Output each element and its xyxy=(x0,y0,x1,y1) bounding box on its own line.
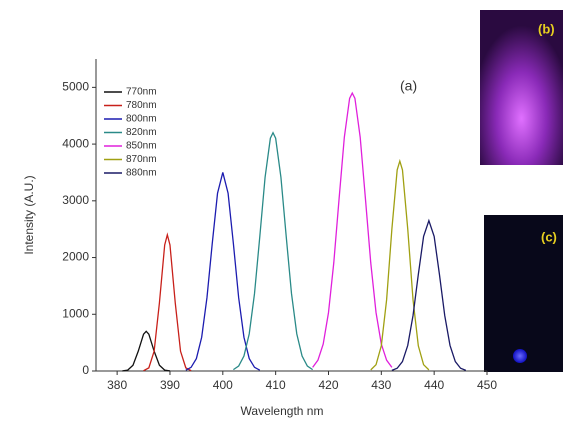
x-tick-label: 430 xyxy=(371,378,391,392)
legend-label: 850nm xyxy=(126,141,157,152)
x-tick-label: 390 xyxy=(160,378,180,392)
photo-c xyxy=(484,215,563,372)
legend-label: 870nm xyxy=(126,154,157,165)
panel-label: (a) xyxy=(400,78,417,94)
y-axis-label: Intensity (A.U.) xyxy=(22,175,36,254)
series-line xyxy=(122,330,171,372)
x-tick-label: 380 xyxy=(107,378,127,392)
panel-label: (c) xyxy=(541,229,557,244)
series-line xyxy=(370,158,430,371)
legend-label: 820nm xyxy=(126,127,157,138)
x-tick-label: 440 xyxy=(424,378,444,392)
y-tick-label: 5000 xyxy=(62,80,89,94)
series-line xyxy=(143,232,192,372)
y-tick-label: 1000 xyxy=(62,306,89,320)
y-tick-label: 2000 xyxy=(62,250,89,264)
x-tick-label: 420 xyxy=(318,378,338,392)
series-line xyxy=(391,218,467,371)
series-line xyxy=(233,131,314,371)
x-tick-label: 450 xyxy=(477,378,497,392)
blue-spot xyxy=(513,349,527,363)
series-line xyxy=(185,172,261,371)
y-tick-label: 4000 xyxy=(62,136,89,150)
legend-label: 780nm xyxy=(126,100,157,111)
legend-label: 800nm xyxy=(126,114,157,125)
series-line xyxy=(312,91,393,368)
x-tick-label: 400 xyxy=(213,378,233,392)
y-tick-label: 3000 xyxy=(62,193,89,207)
legend-label: 770nm xyxy=(126,87,157,98)
panel-label: (b) xyxy=(538,21,555,36)
photo-b xyxy=(480,10,563,165)
y-tick-label: 0 xyxy=(82,363,89,377)
x-tick-label: 410 xyxy=(266,378,286,392)
x-axis-label: Wavelength nm xyxy=(241,404,324,418)
legend-label: 880nm xyxy=(126,168,157,179)
